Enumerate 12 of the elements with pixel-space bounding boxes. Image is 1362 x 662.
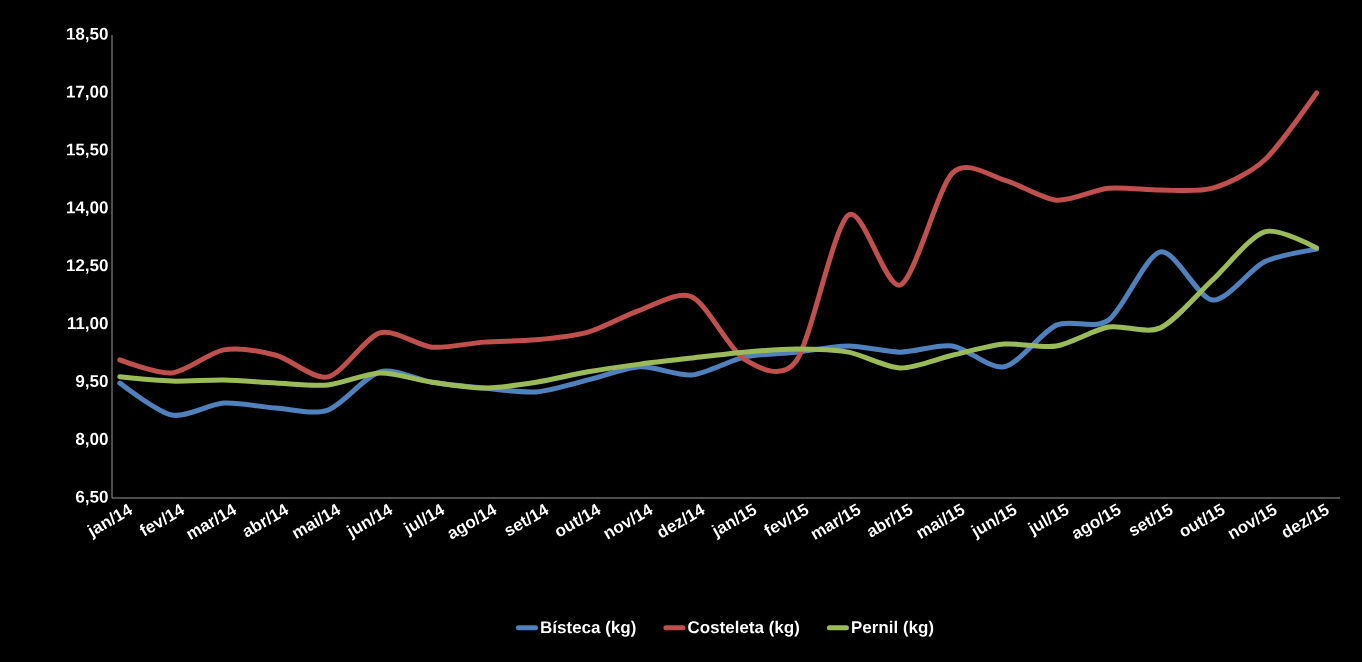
legend-label: Costeleta (kg)	[688, 620, 799, 637]
y-tick-label: 8,00	[75, 432, 108, 448]
legend-label: Bísteca (kg)	[541, 620, 636, 637]
legend-label: Pernil (kg)	[852, 620, 934, 637]
y-tick-label: 12,50	[67, 259, 108, 274]
y-tick-label: 14,00	[67, 201, 108, 216]
y-tick-label: 18,50	[67, 27, 108, 43]
y-tick-label: 11,00	[67, 317, 108, 332]
y-tick-label: 15,50	[67, 143, 108, 158]
y-tick-label: 17,00	[67, 85, 108, 101]
y-tick-label: 9,50	[75, 375, 108, 390]
y-tick-label: 6,50	[76, 490, 108, 506]
